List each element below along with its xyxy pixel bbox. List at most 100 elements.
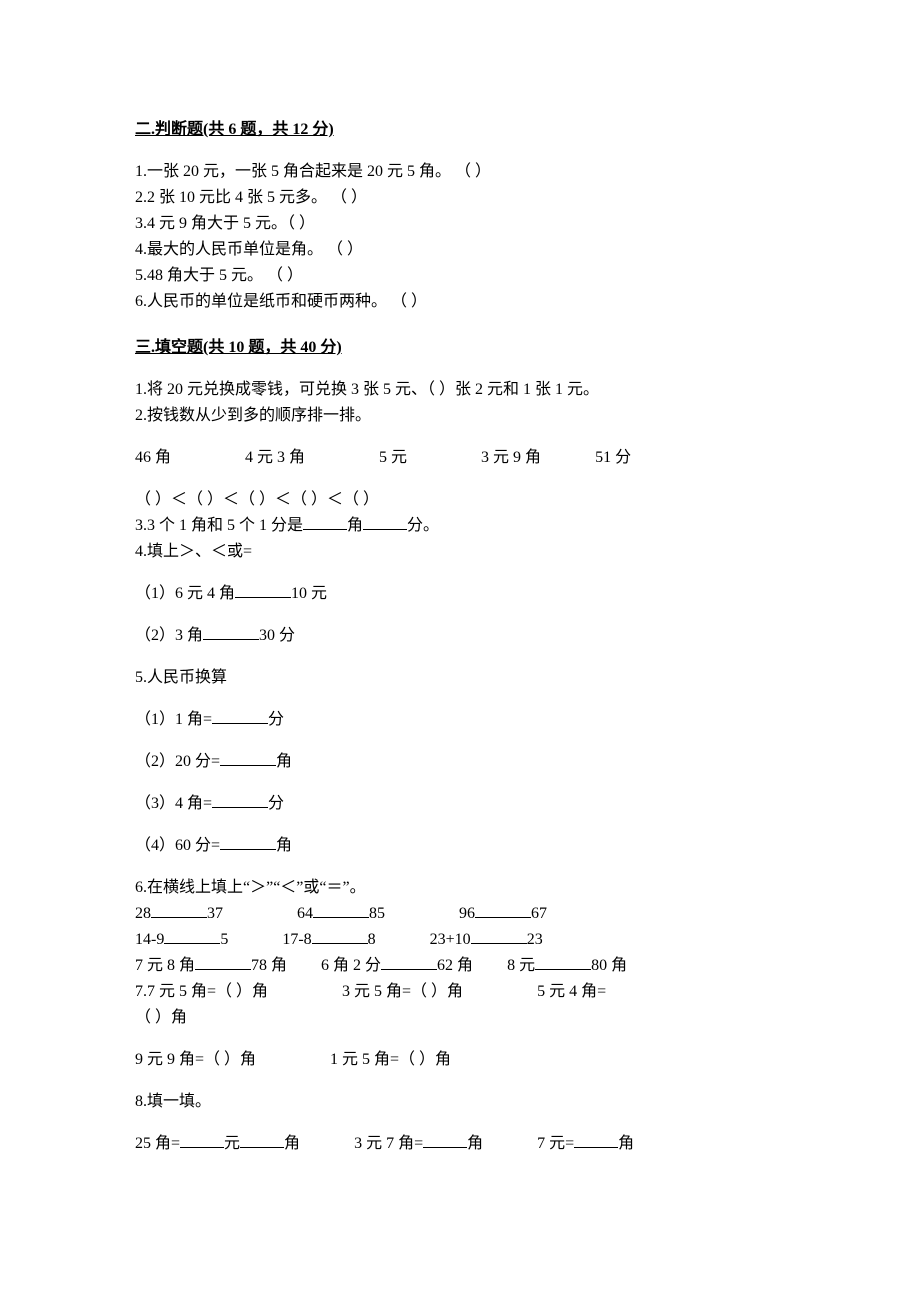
q6-r3-b1: 6 角 2 分 [321, 957, 381, 974]
s3-q5-4-pre: （4）60 分= [135, 837, 220, 854]
s3-q3-post: 分。 [407, 517, 439, 534]
s3-q5-3-post: 分 [268, 795, 284, 812]
q8-b-pre: 3 元 7 角= [354, 1135, 423, 1152]
s3-q4-1-post: 10 元 [291, 585, 327, 602]
s3-q5-1-post: 分 [268, 711, 284, 728]
q6-r1-c2: 67 [531, 905, 547, 922]
blank[interactable] [164, 928, 220, 944]
q8-a-post: 角 [284, 1135, 300, 1152]
blank[interactable] [363, 514, 407, 530]
s3-q5: 5.人民币换算 [135, 666, 785, 690]
s2-q1: 1.一张 20 元，一张 5 角合起来是 20 元 5 角。 （ ） [135, 160, 785, 184]
s2-q2: 2.2 张 10 元比 4 张 5 元多。 （ ） [135, 186, 785, 210]
s3-q5-2: （2）20 分= 角 [135, 750, 785, 774]
s2-q5: 5.48 角大于 5 元。 （ ） [135, 264, 785, 288]
blank[interactable] [313, 902, 369, 918]
s3-q2-item-d: 3 元 9 角 [481, 449, 541, 466]
s3-q7-4: （ ）角 [135, 1009, 187, 1026]
blank[interactable] [151, 902, 207, 918]
q8-c-post: 角 [618, 1135, 634, 1152]
q6-r1-b1: 64 [297, 905, 313, 922]
blank[interactable] [220, 834, 276, 850]
s3-q5-1: （1）1 角= 分 [135, 708, 785, 732]
s3-q6-r1: 28 37 64 85 96 67 [135, 902, 785, 926]
q6-r2-c1: 23+10 [430, 931, 471, 948]
s3-q5-2-pre: （2）20 分= [135, 753, 220, 770]
s3-q7-2: 3 元 5 角=（ ）角 [342, 983, 463, 1000]
blank[interactable] [303, 514, 347, 530]
blank[interactable] [212, 792, 268, 808]
blank[interactable] [381, 954, 437, 970]
s3-q5-4-post: 角 [276, 837, 292, 854]
s3-q7-5: 9 元 9 角=（ ）角 [135, 1051, 256, 1068]
blank[interactable] [423, 1132, 467, 1148]
blank[interactable] [235, 582, 291, 598]
s3-q2-items: 46 角 4 元 3 角 5 元 3 元 9 角 51 分 [135, 446, 785, 470]
s3-q8-r1: 25 角= 元 角 3 元 7 角= 角 7 元= 角 [135, 1132, 785, 1156]
s3-q4: 4.填上＞、＜或= [135, 540, 785, 564]
blank[interactable] [220, 750, 276, 766]
blank[interactable] [203, 624, 259, 640]
s3-q4-1-pre: （1）6 元 4 角 [135, 585, 235, 602]
q6-r2-a1: 14-9 [135, 931, 164, 948]
blank[interactable] [180, 1132, 224, 1148]
q6-r1-b2: 85 [369, 905, 385, 922]
q6-r1-a2: 37 [207, 905, 223, 922]
blank[interactable] [475, 902, 531, 918]
section2-heading: 二.判断题(共 6 题，共 12 分) [135, 118, 785, 142]
s3-q5-3: （3）4 角= 分 [135, 792, 785, 816]
blank[interactable] [212, 708, 268, 724]
s2-q6: 6.人民币的单位是纸币和硬币两种。 （ ） [135, 290, 785, 314]
s3-q7-row2: （ ）角 [135, 1006, 785, 1030]
s3-q7-3: 5 元 4 角= [537, 983, 606, 1000]
s3-q5-3-pre: （3）4 角= [135, 795, 212, 812]
blank[interactable] [240, 1132, 284, 1148]
q6-r3-c1: 8 元 [507, 957, 535, 974]
s3-q6-r3: 7 元 8 角 78 角 6 角 2 分 62 角 8 元 80 角 [135, 954, 785, 978]
s3-q7-row1: 7.7 元 5 角=（ ）角 3 元 5 角=（ ）角 5 元 4 角= [135, 980, 785, 1004]
q6-r3-a1: 7 元 8 角 [135, 957, 195, 974]
q6-r3-b2: 62 角 [437, 957, 473, 974]
blank[interactable] [195, 954, 251, 970]
s3-q3-mid: 角 [347, 517, 363, 534]
s3-q3: 3.3 个 1 角和 5 个 1 分是 角 分。 [135, 514, 785, 538]
s2-q3: 3.4 元 9 角大于 5 元。（ ） [135, 212, 785, 236]
s3-q2-item-e: 51 分 [595, 449, 631, 466]
q6-r1-a1: 28 [135, 905, 151, 922]
s3-q2-item-b: 4 元 3 角 [245, 449, 305, 466]
section3-heading: 三.填空题(共 10 题，共 40 分) [135, 336, 785, 360]
s3-q5-2-post: 角 [276, 753, 292, 770]
blank[interactable] [471, 928, 527, 944]
s2-q4: 4.最大的人民币单位是角。 （ ） [135, 238, 785, 262]
q6-r2-b2: 8 [368, 931, 376, 948]
s3-q5-4: （4）60 分= 角 [135, 834, 785, 858]
blank[interactable] [574, 1132, 618, 1148]
q6-r3-a2: 78 角 [251, 957, 287, 974]
s3-q4-2-pre: （2）3 角 [135, 627, 203, 644]
q8-a-pre: 25 角= [135, 1135, 180, 1152]
q6-r1-c1: 96 [459, 905, 475, 922]
q6-r2-c2: 23 [527, 931, 543, 948]
s3-q5-1-pre: （1）1 角= [135, 711, 212, 728]
s3-q2-item-c: 5 元 [379, 449, 407, 466]
s3-q6: 6.在横线上填上“＞”“＜”或“＝”。 [135, 876, 785, 900]
s3-q2-item-a: 46 角 [135, 449, 171, 466]
q6-r2-a2: 5 [220, 931, 228, 948]
s3-q2: 2.按钱数从少到多的顺序排一排。 [135, 404, 785, 428]
s3-q4-2: （2）3 角 30 分 [135, 624, 785, 648]
s3-q4-2-post: 30 分 [259, 627, 295, 644]
q6-r2-b1: 17-8 [282, 931, 311, 948]
q8-c-pre: 7 元= [537, 1135, 574, 1152]
q8-b-post: 角 [467, 1135, 483, 1152]
s3-q7-row3: 9 元 9 角=（ ）角 1 元 5 角=（ ）角 [135, 1048, 785, 1072]
s3-q2-blanks: （ ）＜（ ）＜（ ）＜（ ）＜（ ） [135, 488, 785, 512]
blank[interactable] [535, 954, 591, 970]
s3-q8: 8.填一填。 [135, 1090, 785, 1114]
q8-a-mid: 元 [224, 1135, 240, 1152]
s3-q3-pre: 3.3 个 1 角和 5 个 1 分是 [135, 517, 303, 534]
q6-r3-c2: 80 角 [591, 957, 627, 974]
s3-q4-1: （1）6 元 4 角 10 元 [135, 582, 785, 606]
section2-body: 1.一张 20 元，一张 5 角合起来是 20 元 5 角。 （ ） 2.2 张… [135, 160, 785, 314]
s3-q7-1: 7.7 元 5 角=（ ）角 [135, 983, 268, 1000]
blank[interactable] [312, 928, 368, 944]
